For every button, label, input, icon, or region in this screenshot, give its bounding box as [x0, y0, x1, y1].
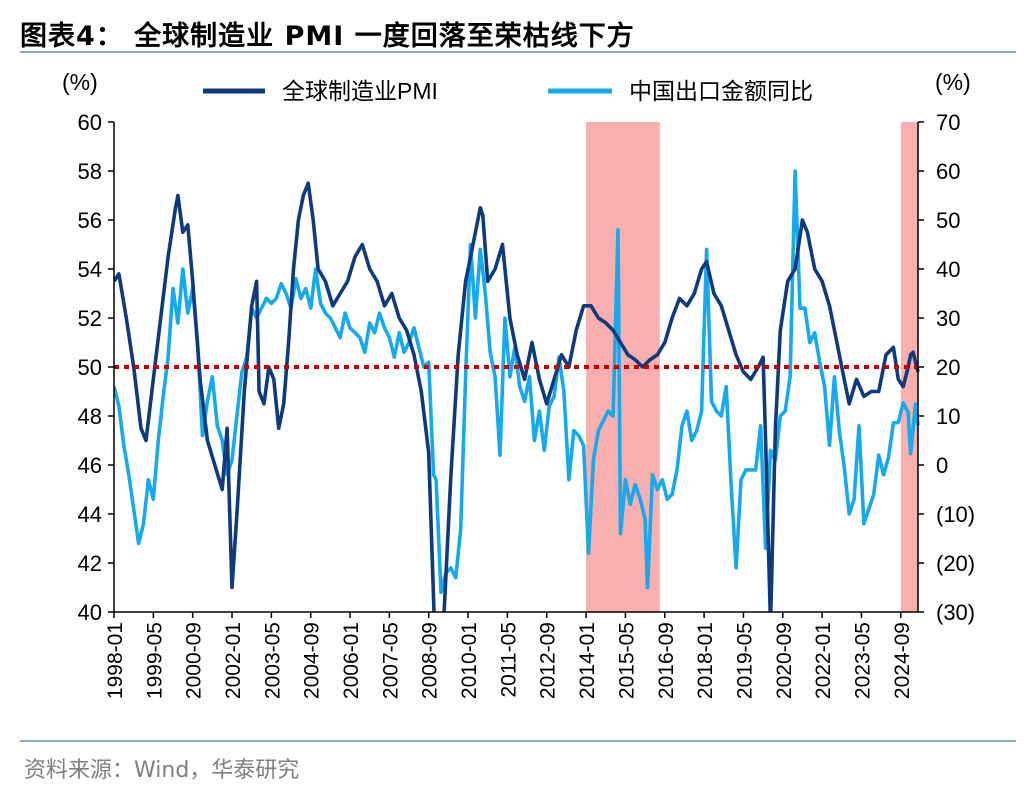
x-tick-label: 2018-01 [694, 622, 717, 699]
x-tick-label: 2012-09 [537, 622, 560, 699]
right-tick-label: (10) [936, 502, 975, 527]
left-tick-label: 40 [78, 600, 102, 625]
title-divider [20, 51, 1016, 53]
right-tick-label: 40 [936, 257, 960, 282]
right-tick-label: 50 [936, 208, 960, 233]
left-tick-label: 46 [78, 453, 102, 478]
legend-label-pmi: 全球制造业PMI [282, 78, 438, 104]
right-tick-label: 0 [936, 453, 948, 478]
x-tick-label: 2022-01 [812, 622, 835, 699]
x-tick-label: 2015-05 [615, 622, 638, 699]
footer-divider [20, 740, 1016, 742]
chart-title: 图表4： 全球制造业 PMI 一度回落至荣枯线下方 [20, 21, 635, 52]
left-tick-label: 54 [78, 257, 102, 282]
left-tick-label: 48 [78, 404, 102, 429]
left-tick-label: 56 [78, 208, 102, 233]
right-tick-label: 70 [936, 110, 960, 135]
x-tick-label: 2008-09 [419, 622, 442, 699]
series-lines [114, 169, 920, 612]
left-tick-label: 58 [78, 159, 102, 184]
x-tick-label: 2004-09 [301, 622, 324, 699]
x-tick-label: 2003-05 [261, 622, 284, 699]
right-tick-label: 10 [936, 404, 960, 429]
x-tick-label: 2020-09 [773, 622, 796, 699]
left-axis-unit: (%) [62, 69, 98, 95]
x-tick-label: 2000-09 [183, 622, 206, 699]
right-tick-label: (30) [936, 600, 975, 625]
source-note: 资料来源：Wind，华泰研究 [24, 758, 300, 783]
series-line-pmi [114, 181, 920, 612]
right-tick-label: 60 [936, 159, 960, 184]
legend: 全球制造业PMI 中国出口金额同比 [203, 78, 813, 104]
left-tick-label: 44 [78, 502, 102, 527]
axes: 40 42 44 46 48 50 52 54 56 58 60 (30) (20) (10) 0 10 20 3… [78, 110, 976, 699]
right-tick-label: 20 [936, 355, 960, 380]
x-tick-label: 1999-05 [143, 622, 166, 699]
left-tick-label: 50 [78, 355, 102, 380]
x-tick-label: 2019-05 [733, 622, 756, 699]
x-tick-label: 2016-09 [655, 622, 678, 699]
x-tick-label: 2011-05 [497, 622, 520, 698]
x-tick-label: 2007-05 [379, 622, 402, 699]
right-tick-label: 30 [936, 306, 960, 331]
right-axis-unit: (%) [935, 69, 971, 95]
legend-label-export: 中国出口金额同比 [629, 78, 813, 104]
right-tick-label: (20) [936, 551, 975, 576]
x-tick-label: 2006-01 [340, 622, 363, 699]
left-tick-label: 42 [78, 551, 102, 576]
x-tick-label: 2002-01 [222, 622, 245, 699]
x-tick-label: 2024-09 [891, 622, 914, 699]
x-tick-label: 1998-01 [104, 622, 127, 699]
x-tick-label: 2023-05 [851, 622, 874, 699]
left-tick-label: 60 [78, 110, 102, 135]
left-tick-label: 52 [78, 306, 102, 331]
x-tick-label: 2010-01 [458, 622, 481, 699]
x-tick-label: 2014-01 [576, 622, 599, 699]
